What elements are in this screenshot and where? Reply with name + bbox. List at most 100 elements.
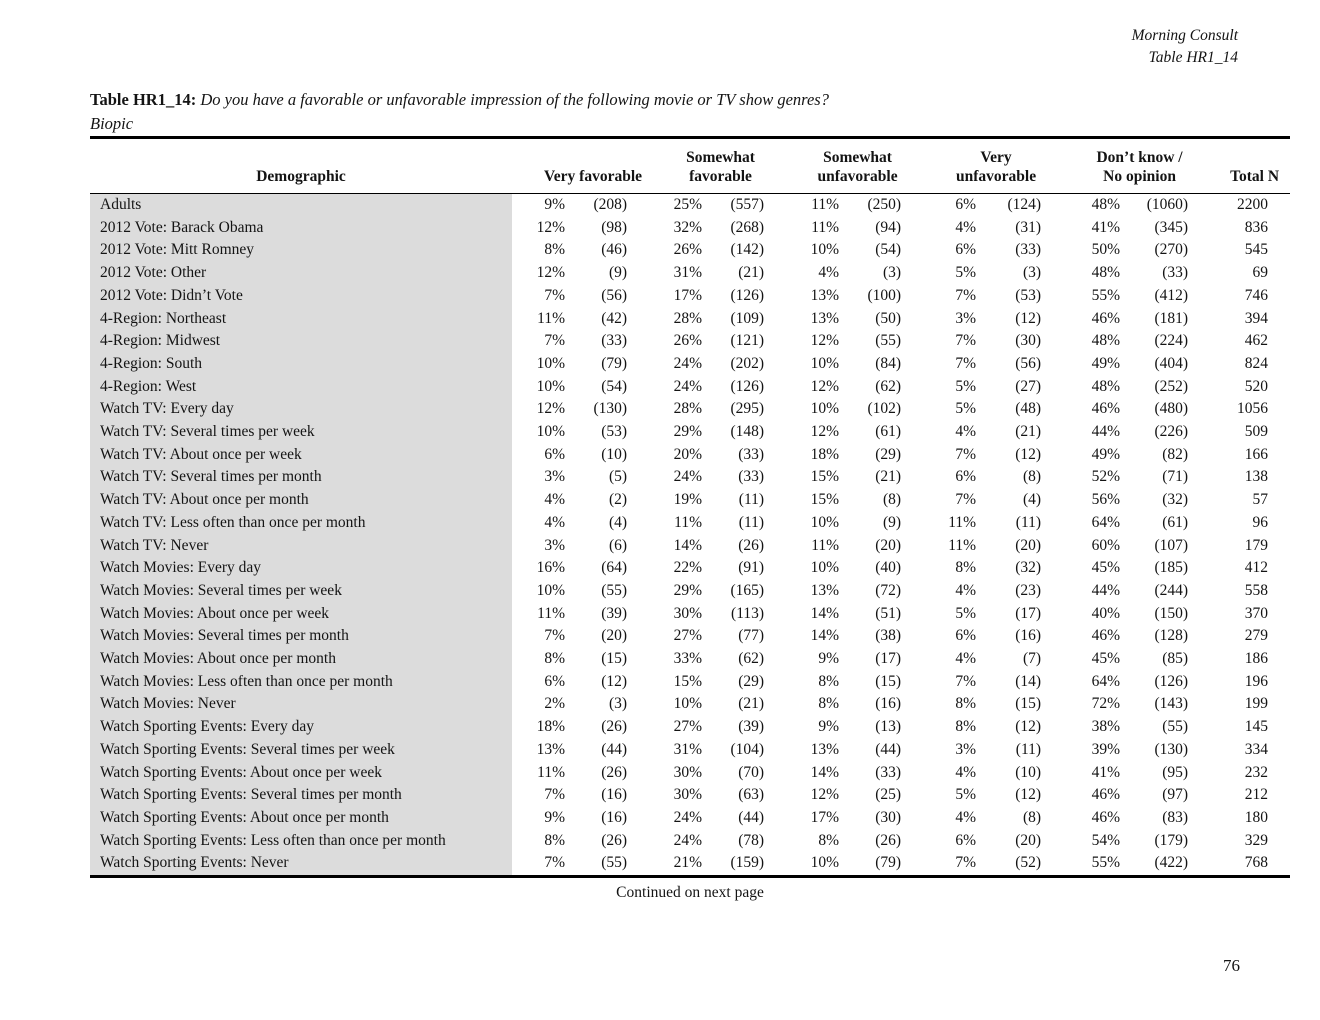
row-value-cell: 44% xyxy=(1091,423,1121,441)
row-value-cell: 6% xyxy=(544,445,565,463)
table-row: Watch Movies: Less often than once per m… xyxy=(90,670,1290,694)
row-value-cell: (70) xyxy=(738,763,765,781)
row-value-cell: (12) xyxy=(1015,445,1042,463)
row-value-cell: (9) xyxy=(882,513,902,531)
row-value-cell: 60% xyxy=(1091,536,1121,554)
row-value-cell: (42) xyxy=(601,309,628,327)
row-value-cell: (208) xyxy=(593,196,628,213)
row-demographic-label: 2012 Vote: Other xyxy=(90,262,512,285)
row-value-cell: (23) xyxy=(1015,581,1042,599)
row-value-cell: (15) xyxy=(875,672,902,690)
table-row: 4-Region: Northeast 11% (42) 28% (109) 13% (50… xyxy=(90,307,1290,331)
row-value-cell: 11% xyxy=(948,513,977,531)
row-value-cell: (26) xyxy=(601,831,628,849)
row-value-cell: 8% xyxy=(544,241,565,259)
row-value-cell: (404) xyxy=(1154,354,1189,372)
row-value-cell: 29% xyxy=(673,423,703,441)
row-value-cell: 4% xyxy=(955,581,977,599)
row-value-cell: (102) xyxy=(867,400,902,418)
row-value-cell: (226) xyxy=(1154,423,1189,441)
row-value-cell: 56% xyxy=(1091,491,1121,509)
table-row: Adults 9% (208) 25% (557) 11% (250) 6% (124) 48% (… xyxy=(90,193,1290,217)
page-number: 76 xyxy=(1223,956,1240,975)
row-value-cell: 138 xyxy=(1244,468,1269,486)
row-value-cell: 5% xyxy=(955,377,977,395)
row-value-cell: 24% xyxy=(673,831,703,849)
row-value-cell: 7% xyxy=(955,672,977,690)
row-value-cell: 5% xyxy=(955,604,977,622)
row-value-cell: (20) xyxy=(875,536,902,554)
row-value-cell: 46% xyxy=(1091,309,1121,327)
table-row: Watch Sporting Events: Never 7% (55) 21% (15… xyxy=(90,852,1290,877)
row-value-cell: (95) xyxy=(1162,763,1189,781)
table-row: Watch Sporting Events: Several times per… xyxy=(90,784,1290,807)
table-label: Table HR1_14: xyxy=(90,90,197,109)
row-value-cell: (21) xyxy=(875,468,902,486)
row-value-cell: 41% xyxy=(1091,218,1121,236)
row-value-cell: (77) xyxy=(738,627,765,645)
row-value-cell: (83) xyxy=(1162,808,1189,826)
row-value-cell: 12% xyxy=(810,332,840,350)
row-value-cell: (244) xyxy=(1154,581,1189,599)
row-demographic-label: Watch Movies: Less often than once per m… xyxy=(90,670,512,694)
row-value-cell: 836 xyxy=(1244,218,1269,236)
row-value-cell: 412 xyxy=(1244,559,1269,577)
col-header-somewhat-favorable: Somewhat favorable xyxy=(630,137,768,194)
row-value-cell: (165) xyxy=(730,581,765,599)
row-value-cell: 166 xyxy=(1244,445,1269,463)
row-value-cell: 24% xyxy=(673,468,703,486)
row-value-cell: (3) xyxy=(1022,264,1042,282)
row-value-cell: (5) xyxy=(608,468,628,486)
row-value-cell: (20) xyxy=(601,627,628,645)
row-value-cell: (121) xyxy=(730,332,765,350)
row-value-cell: (62) xyxy=(875,377,902,395)
row-value-cell: (79) xyxy=(601,354,628,372)
genre-subtitle: Biopic xyxy=(90,114,134,133)
row-demographic-label: Watch Movies: About once per week xyxy=(90,602,512,626)
col-header-total-n: Total N xyxy=(1191,137,1291,194)
row-value-cell: 509 xyxy=(1244,423,1269,441)
running-header: Morning Consult Table HR1_14 xyxy=(1132,25,1238,69)
row-value-cell: 7% xyxy=(544,627,565,645)
row-value-cell: (56) xyxy=(601,286,628,304)
row-value-cell: 8% xyxy=(544,831,565,849)
row-value-cell: 25% xyxy=(673,196,703,213)
table-row: Watch TV: Less often than once per month… xyxy=(90,511,1290,535)
row-value-cell: (39) xyxy=(601,604,628,622)
table-row: Watch Sporting Events: Every day 18% (26) 2… xyxy=(90,716,1290,739)
row-value-cell: (126) xyxy=(730,377,765,395)
row-value-cell: (126) xyxy=(730,286,765,304)
row-value-cell: (8) xyxy=(1022,468,1042,486)
row-value-cell: (26) xyxy=(875,831,902,849)
row-value-cell: (181) xyxy=(1154,309,1189,327)
row-value-cell: 31% xyxy=(673,740,703,758)
row-value-cell: 24% xyxy=(673,354,703,372)
row-value-cell: 179 xyxy=(1244,536,1269,554)
row-demographic-label: 4-Region: South xyxy=(90,352,512,376)
row-value-cell: 4% xyxy=(544,513,565,531)
table-row: Watch Sporting Events: Several times per… xyxy=(90,738,1290,762)
row-value-cell: 57 xyxy=(1252,491,1269,509)
row-value-cell: (100) xyxy=(867,286,902,304)
table-row: 4-Region: Midwest 7% (33) 26% (121) 12% (55) 7%… xyxy=(90,330,1290,353)
row-value-cell: 329 xyxy=(1244,831,1269,849)
row-demographic-label: Watch TV: About once per week xyxy=(90,443,512,467)
row-value-cell: 28% xyxy=(673,309,703,327)
row-value-cell: 14% xyxy=(810,627,840,645)
row-value-cell: 50% xyxy=(1091,241,1121,259)
table-row: Watch Movies: Every day 16% (64) 22% (91) 10%… xyxy=(90,557,1290,580)
row-value-cell: (109) xyxy=(730,309,765,327)
row-value-cell: (33) xyxy=(1015,241,1042,259)
row-value-cell: (104) xyxy=(730,740,765,758)
row-value-cell: 11% xyxy=(811,536,840,554)
row-demographic-label: Watch TV: Several times per month xyxy=(90,466,512,490)
row-value-cell: 64% xyxy=(1091,513,1121,531)
row-value-cell: 7% xyxy=(955,354,977,372)
row-value-cell: 4% xyxy=(955,423,977,441)
row-value-cell: (16) xyxy=(601,808,628,826)
row-value-cell: (79) xyxy=(875,854,902,872)
row-value-cell: (126) xyxy=(1154,672,1189,690)
row-value-cell: (64) xyxy=(601,559,628,577)
row-value-cell: (31) xyxy=(1015,218,1042,236)
row-value-cell: 10% xyxy=(810,854,840,872)
